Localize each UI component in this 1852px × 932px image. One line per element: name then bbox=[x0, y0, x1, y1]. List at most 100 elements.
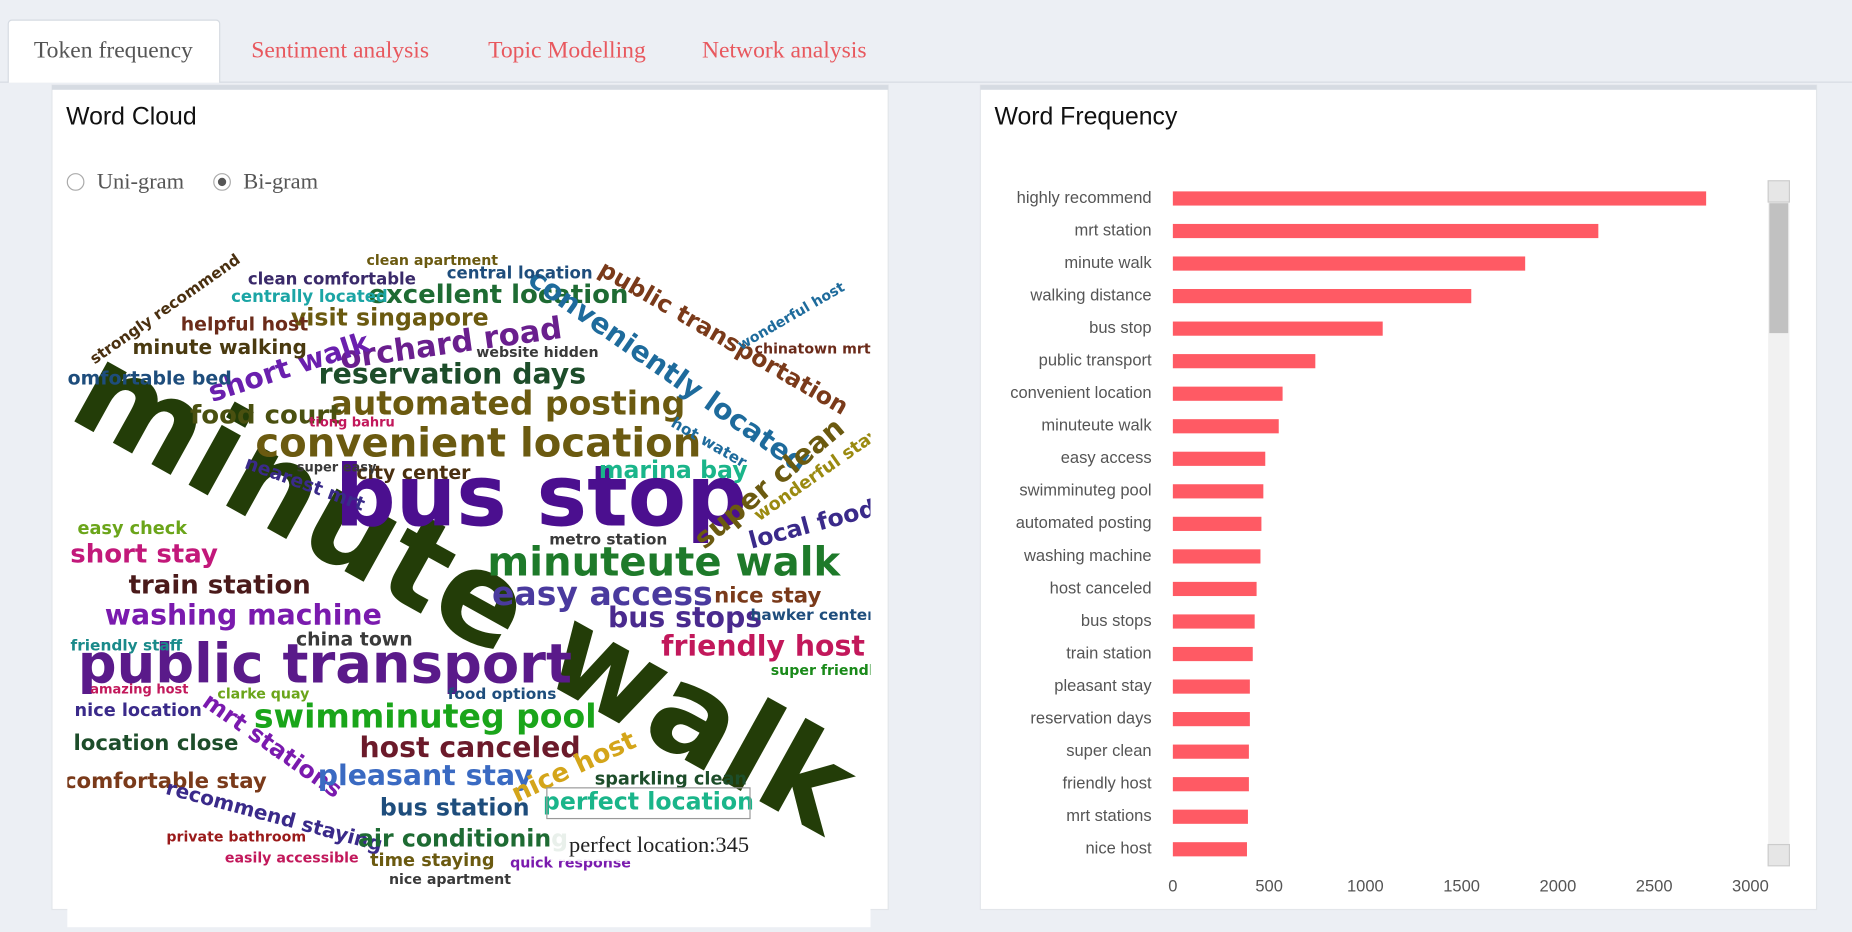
cloud-word[interactable]: friendly host bbox=[661, 629, 865, 662]
y-tick-label: highly recommend bbox=[1017, 188, 1152, 207]
bar[interactable] bbox=[1172, 679, 1250, 694]
cloud-word[interactable]: excellent location bbox=[368, 280, 628, 310]
y-tick-label: public transport bbox=[1039, 351, 1152, 370]
cloud-word[interactable]: bus station bbox=[380, 794, 530, 822]
bar[interactable] bbox=[1172, 223, 1599, 239]
y-tick-label: minuteute walk bbox=[1041, 416, 1152, 435]
cloud-word[interactable]: location close bbox=[73, 731, 238, 756]
cloud-word[interactable]: marina bay bbox=[599, 456, 748, 484]
cloud-word[interactable]: train station bbox=[129, 570, 311, 600]
bar[interactable] bbox=[1172, 191, 1707, 206]
cloud-word[interactable]: swimminuteg pool bbox=[254, 697, 597, 736]
cloud-word[interactable]: super easy bbox=[297, 460, 377, 475]
cloud-word[interactable]: super friendly bbox=[771, 663, 883, 679]
cloud-word[interactable]: minuteute walk bbox=[487, 540, 841, 586]
tab[interactable]: Topic Modelling bbox=[488, 37, 646, 63]
cloud-word[interactable]: food court bbox=[190, 400, 342, 430]
scrollbar[interactable] bbox=[1768, 180, 1790, 866]
cloud-word[interactable]: amazing host bbox=[90, 682, 188, 697]
chart-title: Word Frequency bbox=[995, 104, 1178, 131]
bar[interactable] bbox=[1172, 744, 1249, 759]
cloud-word[interactable]: air conditioning bbox=[358, 824, 568, 852]
bar[interactable] bbox=[1172, 549, 1261, 564]
cloud-word[interactable]: sparkling clean bbox=[595, 770, 747, 790]
cloud-word[interactable]: pleasant stay bbox=[318, 759, 533, 792]
active-tab[interactable] bbox=[7, 19, 221, 83]
cloud-word[interactable]: host canceled bbox=[359, 731, 580, 764]
cloud-word[interactable]: easy check bbox=[77, 519, 188, 539]
radio-label[interactable]: Uni-gram bbox=[97, 168, 185, 193]
y-tick-label: nice host bbox=[1085, 839, 1152, 858]
cloud-word[interactable]: minute walking bbox=[133, 335, 307, 359]
cloud-word[interactable]: friendly staff bbox=[71, 637, 183, 655]
cloud-word[interactable]: nice location bbox=[75, 701, 202, 721]
panel-top bbox=[980, 85, 1817, 90]
tab[interactable]: Sentiment analysis bbox=[251, 37, 429, 63]
bar[interactable] bbox=[1172, 777, 1249, 792]
cloud-word[interactable]: china town bbox=[296, 629, 413, 651]
frequency-panel bbox=[979, 84, 1818, 911]
cloud-word[interactable]: bus stop bbox=[335, 447, 747, 546]
cloud-word[interactable]: private bathroom bbox=[166, 829, 306, 845]
bar[interactable] bbox=[1172, 451, 1266, 466]
cloud-word[interactable]: tiong bahru bbox=[309, 415, 395, 430]
y-tick-label: walking distance bbox=[1029, 285, 1151, 304]
tab[interactable]: Network analysis bbox=[702, 37, 867, 63]
bar[interactable] bbox=[1172, 646, 1253, 662]
cloud-word[interactable]: nice stay bbox=[714, 584, 821, 609]
cloud-word[interactable]: hawker center bbox=[750, 606, 875, 624]
y-tick-label: reservation days bbox=[1030, 708, 1151, 727]
bar[interactable] bbox=[1172, 289, 1472, 304]
cloud-word[interactable]: time staying bbox=[370, 851, 494, 871]
bar[interactable] bbox=[1172, 256, 1526, 271]
cloud-word[interactable]: clean comfortable bbox=[248, 269, 416, 288]
cloud-word[interactable]: food options bbox=[448, 685, 557, 703]
cloud-word[interactable]: centrally located bbox=[231, 287, 388, 306]
cloud-word[interactable]: chinatown mrt bbox=[755, 342, 871, 358]
cloud-word[interactable]: nice apartment bbox=[389, 872, 511, 888]
bar[interactable] bbox=[1172, 809, 1248, 824]
radio-label[interactable]: Bi-gram bbox=[243, 168, 318, 193]
cloud-word[interactable]: bus stops bbox=[608, 601, 762, 634]
bar[interactable] bbox=[1172, 614, 1255, 629]
cloud-word[interactable]: automated posting bbox=[330, 384, 685, 423]
cloud-word[interactable]: reservation days bbox=[319, 358, 586, 391]
cloud-word[interactable]: convenient location bbox=[255, 420, 701, 466]
hover-box bbox=[546, 787, 751, 820]
cloud-word[interactable]: short stay bbox=[70, 540, 218, 570]
cloud-word[interactable]: city center bbox=[356, 462, 471, 484]
cloud-word[interactable]: easily accessible bbox=[225, 851, 359, 867]
cloud-word[interactable]: public transport bbox=[78, 633, 572, 696]
cloud-word[interactable]: clean apartment bbox=[366, 253, 498, 269]
bar[interactable] bbox=[1172, 386, 1283, 401]
scroll-up[interactable] bbox=[1767, 180, 1790, 203]
x-tick-label: 3000 bbox=[1732, 876, 1769, 895]
bar[interactable] bbox=[1172, 712, 1250, 727]
scroll-thumb[interactable] bbox=[1769, 203, 1789, 334]
bar[interactable] bbox=[1172, 581, 1257, 597]
radio-dot bbox=[217, 177, 227, 187]
bar[interactable] bbox=[1172, 516, 1262, 531]
bar[interactable] bbox=[1172, 321, 1383, 336]
scroll-down[interactable] bbox=[1767, 843, 1790, 867]
bar[interactable] bbox=[1172, 354, 1316, 369]
bar[interactable] bbox=[1172, 419, 1279, 434]
bar[interactable] bbox=[1172, 484, 1264, 499]
bar[interactable] bbox=[1172, 842, 1247, 857]
cloud-word[interactable]: helpful host bbox=[181, 313, 309, 335]
cloud-word[interactable]: easy access bbox=[492, 574, 713, 613]
cloud-word[interactable]: washing machine bbox=[105, 599, 382, 632]
cloud-word[interactable]: visit singapore bbox=[291, 303, 489, 331]
cloud-word[interactable]: clarke quay bbox=[217, 687, 309, 703]
cloud-word[interactable]: website hidden bbox=[476, 345, 598, 361]
cloud-word[interactable]: central location bbox=[447, 264, 593, 283]
tooltip: perfect location:345 bbox=[569, 832, 749, 857]
cloud-word[interactable]: comfortable bed bbox=[56, 368, 231, 390]
radio[interactable] bbox=[66, 173, 85, 191]
cloud-word[interactable]: perfect location bbox=[543, 788, 754, 816]
x-tick-label: 0 bbox=[1168, 876, 1177, 895]
cloud-word[interactable]: metro station bbox=[549, 530, 667, 548]
tab[interactable]: Token frequency bbox=[34, 37, 193, 63]
cloud-word[interactable]: comfortable stay bbox=[64, 769, 267, 794]
